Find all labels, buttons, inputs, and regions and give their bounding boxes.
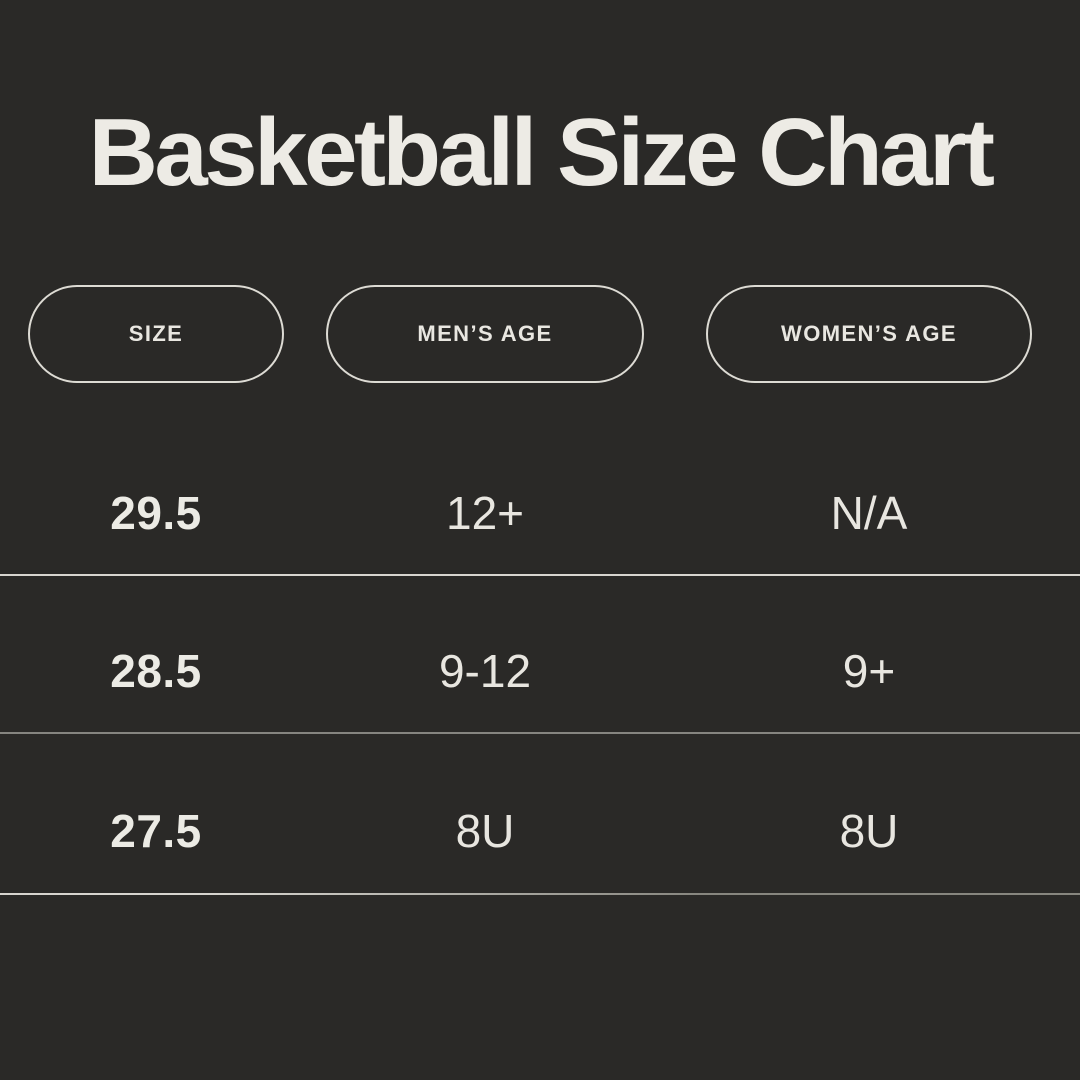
header-cell-mens-age: MEN’S AGE (312, 285, 658, 383)
table-header: SIZE MEN’S AGE WOMEN’S AGE (0, 285, 1080, 383)
womens-age-header-pill: WOMEN’S AGE (706, 285, 1032, 383)
mens-age-header-pill: MEN’S AGE (326, 285, 644, 383)
womens-age-value: 9+ (842, 645, 896, 697)
womens-age-value: 8U (839, 804, 899, 857)
page-title: Basketball Size Chart (88, 99, 995, 206)
size-value: 29.5 (110, 487, 202, 539)
mens-age-column-label: MEN’S AGE (417, 321, 553, 346)
size-header-pill: SIZE (28, 285, 284, 383)
womens-age-column-label: WOMEN’S AGE (781, 321, 957, 346)
row-divider (0, 574, 1080, 576)
table-row: 28.5 9-12 9+ (0, 576, 1080, 732)
size-value: 27.5 (110, 804, 202, 857)
table-row: 27.5 8U 8U (0, 734, 1080, 893)
header-cell-size: SIZE (0, 285, 312, 383)
table-row: 29.5 12+ N/A (0, 418, 1080, 574)
mens-age-value: 12+ (445, 487, 525, 539)
size-column-label: SIZE (128, 321, 184, 346)
row-divider (0, 893, 1080, 895)
mens-age-value: 9-12 (438, 645, 532, 697)
table-body: 29.5 12+ N/A 28.5 9-12 9+ 27.5 8U 8U (0, 418, 1080, 895)
header-cell-womens-age: WOMEN’S AGE (658, 285, 1080, 383)
mens-age-value: 8U (455, 804, 515, 857)
womens-age-value: N/A (830, 487, 908, 539)
size-value: 28.5 (110, 645, 202, 697)
row-divider (0, 732, 1080, 734)
